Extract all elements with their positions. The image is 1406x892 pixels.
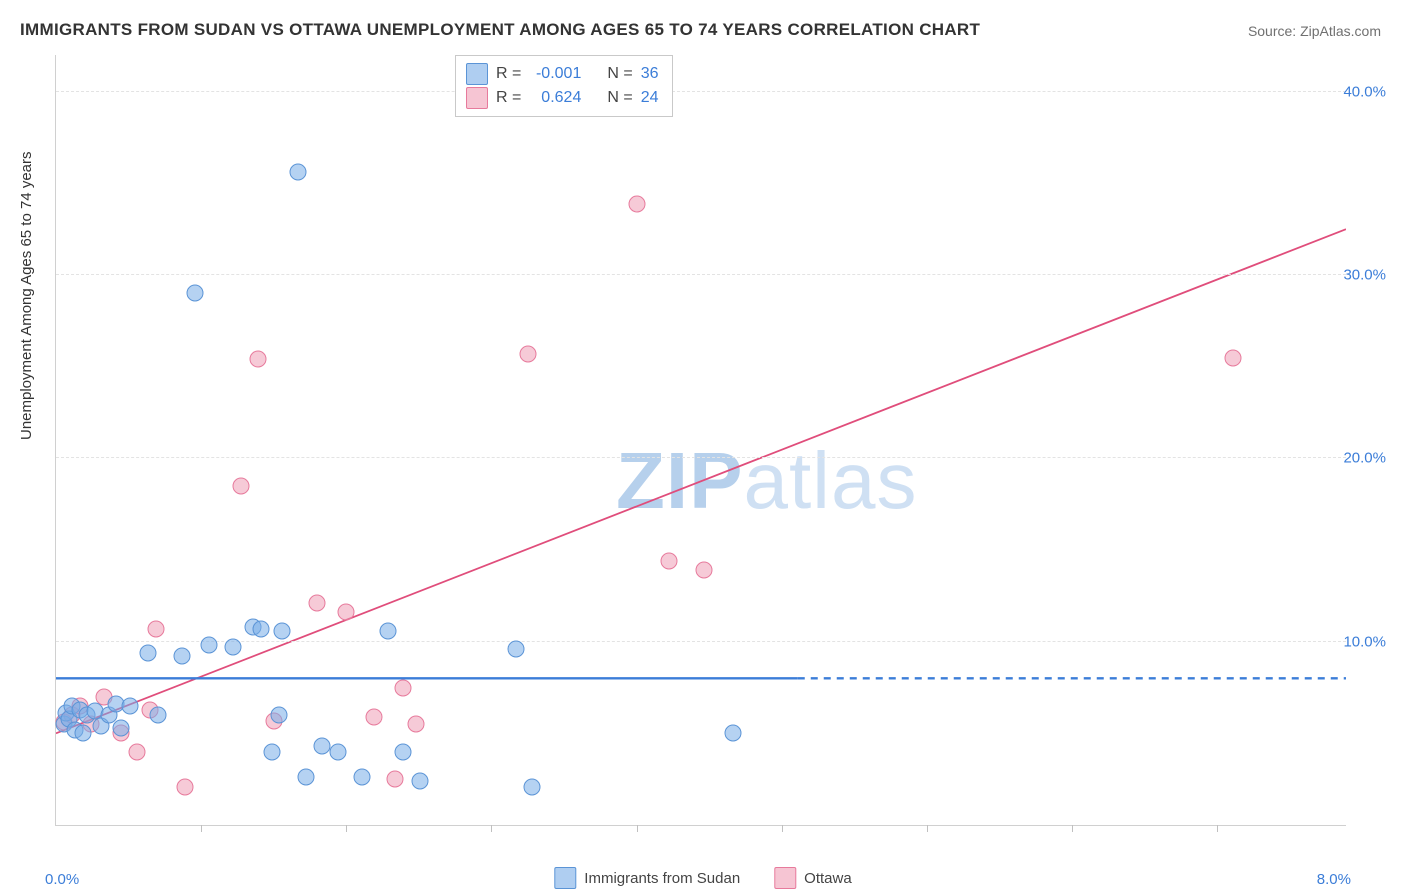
scatter-point [75, 725, 92, 742]
x-tick [782, 825, 783, 832]
scatter-point [128, 743, 145, 760]
plot-area: ZIPatlas [55, 55, 1346, 826]
scatter-point [628, 195, 645, 212]
scatter-point [149, 707, 166, 724]
y-tick-label: 20.0% [1343, 450, 1386, 467]
scatter-point [338, 604, 355, 621]
x-tick [346, 825, 347, 832]
scatter-point [233, 477, 250, 494]
y-tick-label: 10.0% [1343, 633, 1386, 650]
chart-title: IMMIGRANTS FROM SUDAN VS OTTAWA UNEMPLOY… [20, 20, 980, 40]
scatter-point [225, 639, 242, 656]
scatter-point [252, 620, 269, 637]
x-tick [1217, 825, 1218, 832]
scatter-point [273, 622, 290, 639]
legend-item-series1: Immigrants from Sudan [554, 867, 740, 889]
scatter-point [330, 743, 347, 760]
scatter-point [309, 595, 326, 612]
swatch-series1 [466, 63, 488, 85]
scatter-point [1225, 349, 1242, 366]
legend-item-series2: Ottawa [774, 867, 852, 889]
gridline [56, 457, 1346, 458]
scatter-point [394, 743, 411, 760]
scatter-point [297, 769, 314, 786]
scatter-point [520, 345, 537, 362]
x-tick [491, 825, 492, 832]
scatter-point [725, 725, 742, 742]
y-axis-title: Unemployment Among Ages 65 to 74 years [18, 151, 35, 440]
swatch-series2-icon [774, 867, 796, 889]
stats-row-series2: R = 0.624 N = 24 [466, 86, 658, 110]
scatter-point [201, 637, 218, 654]
scatter-point [386, 771, 403, 788]
stats-legend: R = -0.001 N = 36 R = 0.624 N = 24 [455, 55, 673, 117]
scatter-point [186, 285, 203, 302]
scatter-point [314, 738, 331, 755]
swatch-series2 [466, 87, 488, 109]
gridline [56, 641, 1346, 642]
gridline [56, 274, 1346, 275]
x-axis-min-label: 0.0% [45, 871, 79, 888]
bottom-legend: Immigrants from Sudan Ottawa [554, 867, 851, 889]
source-attribution: Source: ZipAtlas.com [1248, 23, 1381, 39]
scatter-point [177, 778, 194, 795]
scatter-point [289, 164, 306, 181]
gridline [56, 91, 1346, 92]
scatter-point [122, 697, 139, 714]
x-axis-max-label: 8.0% [1317, 871, 1351, 888]
trend-lines [56, 55, 1346, 825]
y-tick-label: 40.0% [1343, 83, 1386, 100]
scatter-point [365, 708, 382, 725]
scatter-point [354, 769, 371, 786]
x-tick [1072, 825, 1073, 832]
x-tick [201, 825, 202, 832]
scatter-point [173, 648, 190, 665]
scatter-point [112, 719, 129, 736]
y-tick-label: 30.0% [1343, 267, 1386, 284]
scatter-point [270, 707, 287, 724]
scatter-point [507, 641, 524, 658]
watermark: ZIPatlas [616, 435, 917, 527]
scatter-point [660, 553, 677, 570]
swatch-series1-icon [554, 867, 576, 889]
x-tick [637, 825, 638, 832]
scatter-point [696, 562, 713, 579]
scatter-point [147, 620, 164, 637]
scatter-point [523, 778, 540, 795]
scatter-point [407, 716, 424, 733]
scatter-point [249, 351, 266, 368]
scatter-point [412, 773, 429, 790]
stats-row-series1: R = -0.001 N = 36 [466, 62, 658, 86]
x-tick [927, 825, 928, 832]
scatter-point [394, 679, 411, 696]
scatter-point [264, 743, 281, 760]
scatter-point [139, 644, 156, 661]
scatter-point [380, 622, 397, 639]
